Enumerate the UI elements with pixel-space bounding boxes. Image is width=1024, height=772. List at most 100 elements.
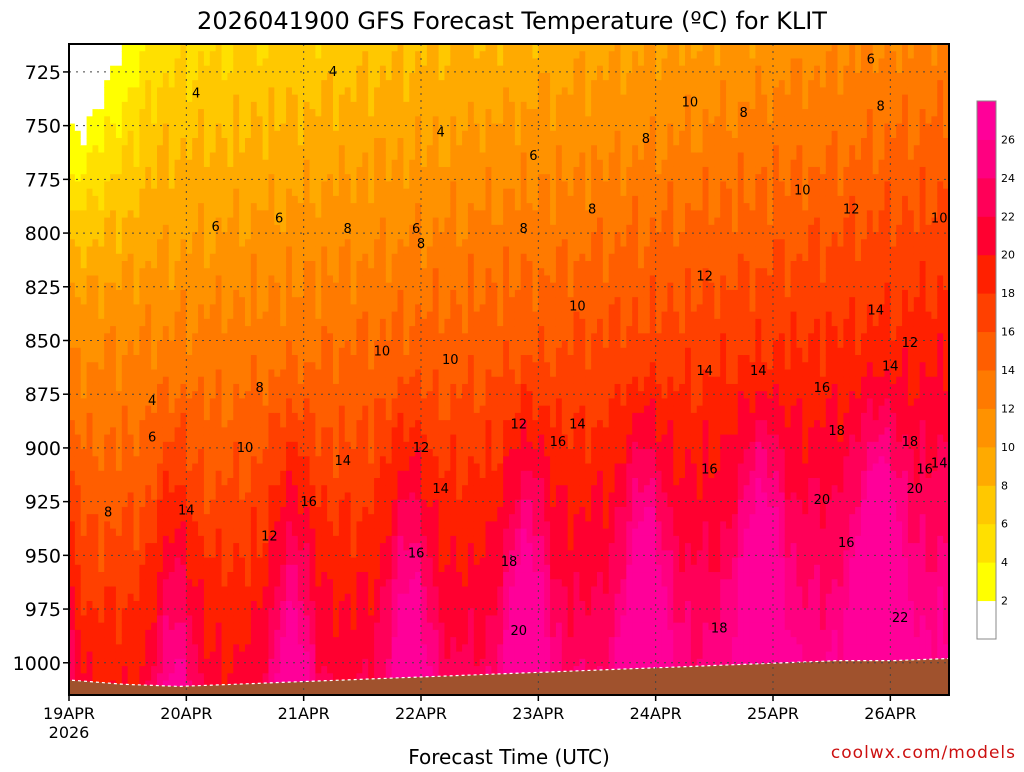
field-cell — [286, 579, 293, 588]
field-cell — [256, 622, 264, 631]
field-cell — [291, 145, 299, 154]
field-cell — [327, 550, 334, 559]
field-cell — [280, 44, 287, 52]
field-cell — [274, 109, 281, 117]
field-cell — [115, 152, 123, 161]
field-cell — [233, 521, 240, 530]
field-cell — [110, 253, 117, 262]
field-cell — [127, 282, 135, 291]
field-cell — [221, 485, 228, 494]
field-cell — [291, 470, 299, 479]
field-cell — [80, 224, 88, 233]
field-cell — [350, 58, 358, 67]
field-cell — [379, 586, 387, 595]
field-cell — [356, 369, 363, 378]
field-cell — [92, 593, 99, 602]
field-cell — [86, 521, 94, 530]
field-cell — [286, 116, 293, 125]
field-cell — [162, 174, 170, 183]
field-cell — [192, 174, 199, 183]
field-cell — [256, 449, 264, 457]
field-cell — [268, 340, 275, 349]
field-cell — [74, 644, 82, 653]
field-cell — [245, 246, 252, 255]
field-cell — [209, 572, 217, 580]
field-cell — [145, 282, 152, 291]
field-cell — [203, 420, 211, 428]
field-cell — [321, 159, 328, 168]
field-cell — [110, 246, 117, 255]
field-cell — [291, 138, 299, 146]
field-cell — [215, 152, 223, 161]
field-cell — [69, 391, 76, 400]
field-cell — [338, 579, 346, 588]
field-cell — [80, 412, 88, 421]
field-cell — [233, 637, 240, 645]
field-cell — [92, 572, 99, 580]
field-cell — [268, 72, 275, 81]
field-cell — [350, 492, 358, 501]
field-cell — [157, 492, 164, 501]
field-cell — [115, 203, 123, 211]
field-cell — [86, 58, 94, 67]
field-cell — [209, 557, 217, 566]
field-cell — [327, 608, 334, 617]
field-cell — [391, 253, 399, 262]
field-cell — [80, 152, 88, 161]
field-cell — [209, 166, 217, 175]
field-cell — [115, 340, 123, 349]
field-cell — [145, 658, 152, 667]
field-cell — [309, 203, 316, 211]
field-cell — [198, 485, 205, 494]
field-cell — [92, 629, 99, 638]
field-cell — [327, 528, 334, 537]
field-cell — [209, 369, 217, 378]
field-cell — [239, 347, 246, 356]
field-cell — [303, 239, 311, 248]
field-cell — [338, 72, 346, 81]
field-cell — [227, 51, 234, 60]
field-cell — [221, 347, 228, 356]
field-cell — [92, 463, 99, 472]
field-cell — [344, 174, 352, 183]
field-cell — [215, 333, 223, 342]
field-cell — [338, 666, 346, 674]
field-cell — [315, 347, 322, 356]
field-cell — [74, 159, 82, 168]
field-cell — [110, 232, 117, 240]
field-cell — [291, 318, 299, 327]
field-cell — [227, 289, 234, 298]
field-cell — [209, 159, 217, 168]
field-cell — [215, 550, 223, 559]
field-cell — [280, 58, 287, 67]
field-cell — [227, 557, 234, 566]
field-cell — [115, 195, 123, 204]
field-cell — [362, 304, 369, 313]
field-cell — [338, 528, 346, 537]
field-cell — [80, 572, 88, 580]
field-cell — [239, 246, 246, 255]
field-cell — [333, 80, 340, 88]
field-cell — [198, 456, 205, 465]
field-cell — [262, 593, 270, 602]
field-cell — [186, 593, 193, 602]
field-cell — [374, 478, 381, 486]
field-cell — [121, 203, 129, 211]
field-cell — [356, 521, 363, 530]
field-cell — [227, 239, 234, 248]
field-cell — [327, 181, 334, 190]
field-cell — [203, 94, 211, 103]
field-cell — [350, 412, 358, 421]
field-cell — [127, 658, 135, 667]
field-cell — [356, 181, 363, 190]
field-cell — [280, 398, 287, 407]
field-cell — [174, 550, 182, 559]
field-cell — [162, 492, 170, 501]
field-cell — [69, 658, 76, 667]
field-cell — [379, 478, 387, 486]
field-cell — [268, 159, 275, 168]
field-cell — [186, 666, 193, 674]
field-cell — [362, 195, 369, 204]
field-cell — [303, 275, 311, 284]
field-cell — [245, 51, 252, 60]
